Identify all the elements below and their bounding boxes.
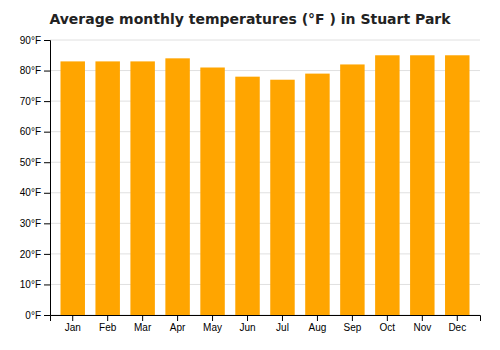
y-tick: 50°F [20, 157, 50, 168]
y-tick-label: 80°F [20, 65, 41, 76]
y-tick-mark [44, 193, 50, 194]
bars [60, 55, 469, 315]
x-tick: Nov [413, 315, 431, 333]
y-tick: 10°F [20, 279, 50, 290]
x-tick: May [203, 315, 222, 333]
x-tick-mark [142, 315, 143, 321]
plot-area: 0°F 10°F 20°F 30°F 40°F 50°F 60°F 70°F 80°F 90°F J… [20, 35, 481, 333]
x-tick: Jun [239, 315, 255, 333]
chart-svg: 0°F 10°F 20°F 30°F 40°F 50°F 60°F 70°F 80°F 90°F J… [0, 0, 500, 350]
x-tick-mark [387, 315, 388, 321]
bar [60, 61, 84, 315]
x-tick: Sep [343, 315, 361, 333]
x-tick: Apr [170, 315, 186, 333]
x-tick-mark [422, 315, 423, 321]
y-tick: 90°F [20, 35, 50, 46]
y-tick-mark [44, 223, 50, 224]
x-tick-label: Dec [448, 322, 466, 333]
bar [200, 68, 224, 316]
bar [235, 77, 259, 315]
x-tick-label: Jan [65, 322, 81, 333]
y-tick-mark [44, 162, 50, 163]
y-tick-mark [44, 101, 50, 102]
x-axis-line [51, 316, 481, 322]
y-tick-label: 0°F [25, 310, 41, 321]
x-tick-label: Mar [134, 322, 152, 333]
bar [130, 61, 154, 315]
chart-container: 0°F 10°F 20°F 30°F 40°F 50°F 60°F 70°F 80°F 90°F J… [0, 0, 500, 350]
x-tick-label: Oct [380, 322, 396, 333]
x-tick: Jan [65, 315, 81, 333]
x-tick: Oct [380, 315, 396, 333]
bar [165, 58, 189, 315]
x-tick: Dec [448, 315, 466, 333]
x-tick-mark [177, 315, 178, 321]
bar [340, 64, 364, 315]
x-tick-mark [72, 315, 73, 321]
y-tick-label: 60°F [20, 126, 41, 137]
grid-line [50, 40, 480, 41]
x-tick: Jul [276, 315, 289, 333]
y-tick: 80°F [20, 65, 50, 76]
y-tick-mark [44, 71, 50, 72]
bar [305, 74, 329, 315]
bar [95, 61, 119, 315]
y-tick-mark [44, 284, 50, 285]
x-tick-label: Nov [413, 322, 431, 333]
y-tick: 70°F [20, 96, 50, 107]
x-tick-label: Feb [99, 322, 117, 333]
x-tick-mark [457, 315, 458, 321]
bar [445, 55, 469, 315]
y-tick-label: 10°F [20, 279, 41, 290]
bar [375, 55, 399, 315]
y-axis-line [44, 41, 51, 316]
y-tick: 40°F [20, 187, 50, 198]
x-tick: Aug [309, 315, 327, 333]
y-tick-mark [44, 40, 50, 41]
x-tick-label: Apr [170, 322, 186, 333]
bar [270, 80, 294, 315]
x-tick: Mar [134, 315, 152, 333]
y-tick: 0°F [25, 310, 50, 321]
x-axis: Jan Feb Mar Apr May Jun Jul Aug Sep Oct Nov Dec [51, 315, 481, 333]
y-axis: 0°F 10°F 20°F 30°F 40°F 50°F 60°F 70°F 80°F 90°F [20, 35, 51, 321]
y-tick: 30°F [20, 218, 50, 229]
x-tick-mark [247, 315, 248, 321]
y-tick-label: 90°F [20, 35, 41, 46]
x-tick-mark [107, 315, 108, 321]
x-tick-mark [317, 315, 318, 321]
x-tick-label: Jun [239, 322, 255, 333]
x-tick-mark [212, 315, 213, 321]
x-tick-label: Jul [276, 322, 289, 333]
title: Average monthly temperatures (°F ) in St… [49, 11, 451, 27]
y-tick-mark [44, 315, 50, 316]
y-tick: 20°F [20, 249, 50, 260]
x-tick-mark [352, 315, 353, 321]
y-tick-label: 20°F [20, 249, 41, 260]
y-tick: 60°F [20, 126, 50, 137]
y-tick-label: 50°F [20, 157, 41, 168]
y-tick-label: 70°F [20, 96, 41, 107]
y-tick-mark [44, 132, 50, 133]
x-tick-label: Aug [309, 322, 327, 333]
y-tick-label: 40°F [20, 187, 41, 198]
x-tick-label: May [203, 322, 222, 333]
bar [410, 55, 434, 315]
y-tick-label: 30°F [20, 218, 41, 229]
y-tick-mark [44, 254, 50, 255]
grid [50, 40, 480, 315]
x-tick: Feb [99, 315, 117, 333]
x-tick-mark [282, 315, 283, 321]
x-tick-label: Sep [343, 322, 361, 333]
